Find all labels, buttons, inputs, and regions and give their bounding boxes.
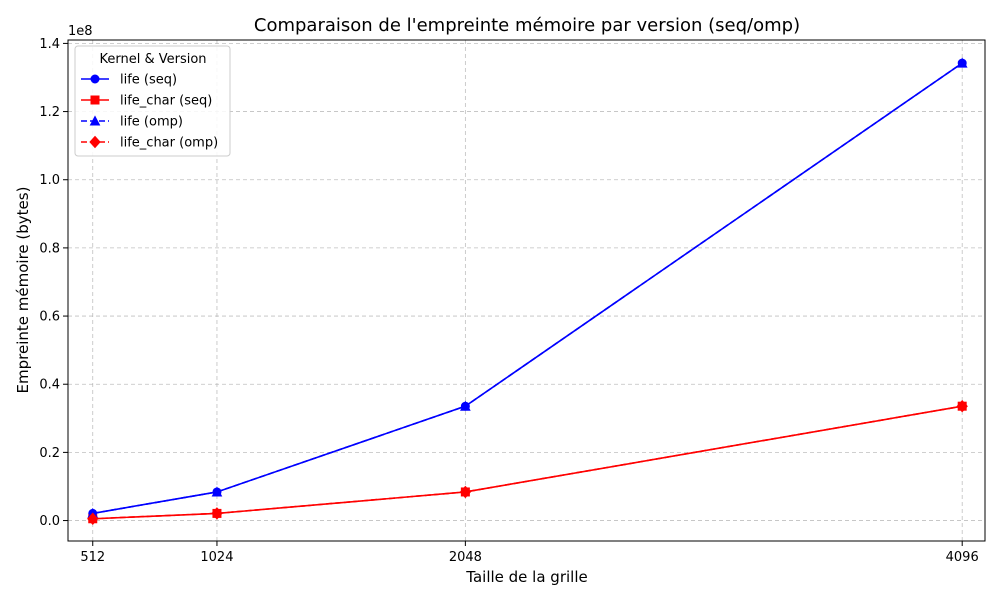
legend-marker — [89, 115, 101, 126]
legend-entry: life_char (omp) — [81, 136, 218, 151]
legend-marker — [90, 74, 100, 84]
y-tick-label: 1.2 — [39, 105, 60, 120]
series-line — [92, 405, 963, 520]
grid — [68, 40, 985, 541]
legend-label: life_char (seq) — [120, 94, 212, 109]
legend-label: life (seq) — [120, 73, 177, 88]
legend-box — [74, 45, 231, 157]
x-tick-label: 2048 — [449, 550, 482, 565]
data-point — [956, 57, 968, 68]
y-tick-label: 1.4 — [39, 37, 60, 52]
plot-frame — [67, 39, 986, 542]
x-axis-label: Taille de la grille — [465, 568, 587, 586]
data-point — [459, 485, 472, 499]
legend-marker — [90, 95, 100, 105]
series-4 — [87, 399, 968, 526]
y-tick-label: 0.8 — [39, 241, 60, 256]
series-2 — [88, 401, 967, 524]
series-layer — [87, 57, 968, 526]
data-point — [211, 486, 223, 497]
legend-entry: life (omp) — [81, 115, 183, 130]
x-tick-label: 1024 — [200, 550, 233, 565]
y-tick-label: 1.0 — [39, 173, 60, 188]
data-point — [460, 400, 471, 411]
legend-entry: life (seq) — [81, 73, 177, 88]
series-line — [92, 62, 963, 515]
chart-title: Comparaison de l'empreinte mémoire par v… — [254, 15, 800, 36]
y-tick-label: 0.2 — [39, 446, 60, 461]
data-point — [211, 507, 223, 520]
x-tick-label: 4096 — [946, 550, 979, 565]
series-line — [92, 405, 963, 520]
y-tick-label: 0.4 — [39, 378, 60, 393]
legend-label: life_char (omp) — [120, 136, 218, 151]
y-axis-label: Empreinte mémoire (bytes) — [14, 187, 32, 394]
legend-entry: life_char (seq) — [81, 94, 212, 109]
x-tick-label: 512 — [80, 550, 105, 565]
y-axis-offset-label: 1e8 — [68, 24, 93, 39]
y-axis-ticks: 0.0 0.2 0.4 0.6 0.8 1.0 1.2 1.4 — [39, 37, 68, 529]
legend-label: life (omp) — [120, 115, 183, 130]
y-tick-label: 0.0 — [39, 514, 60, 529]
legend-marker — [89, 135, 101, 149]
legend-title: Kernel & Version — [99, 52, 206, 67]
x-axis-ticks: 512 1024 2048 4096 — [80, 541, 979, 565]
data-point — [87, 512, 99, 526]
y-tick-label: 0.6 — [39, 310, 60, 325]
data-point — [956, 399, 968, 413]
legend: Kernel & Version life (seq) life_char (se… — [74, 45, 231, 157]
